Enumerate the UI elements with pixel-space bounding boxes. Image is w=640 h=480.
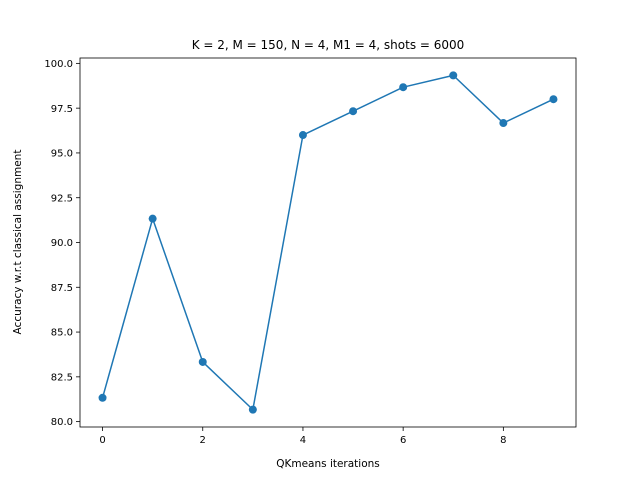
y-tick-label: 92.5 xyxy=(51,193,73,204)
x-tick-label: 4 xyxy=(300,435,306,446)
y-tick-label: 97.5 xyxy=(51,104,73,115)
x-tick-label: 0 xyxy=(99,435,105,446)
y-tick-label: 85.0 xyxy=(51,328,73,339)
y-tick-label: 90.0 xyxy=(51,238,73,249)
y-tick-label: 82.5 xyxy=(51,372,73,383)
data-point xyxy=(248,405,257,414)
data-point xyxy=(449,71,458,80)
data-point xyxy=(399,83,408,92)
axes-frame xyxy=(79,57,577,428)
y-tick-label: 87.5 xyxy=(51,283,73,294)
x-tick-label: 2 xyxy=(200,435,206,446)
x-tick-label: 6 xyxy=(400,435,406,446)
data-point xyxy=(349,107,358,116)
series-line xyxy=(101,74,554,411)
y-tick-label: 100.0 xyxy=(44,59,73,70)
chart-title: K = 2, M = 150, N = 4, M1 = 4, shots = 6… xyxy=(192,38,465,52)
y-axis-label: Accuracy w.r.t classical assignment xyxy=(12,150,24,335)
y-tick-label: 95.0 xyxy=(51,149,73,160)
data-point xyxy=(298,131,307,140)
y-tick-label: 80.0 xyxy=(51,417,73,428)
data-point xyxy=(198,357,207,366)
data-point xyxy=(549,95,558,104)
x-tick-label: 8 xyxy=(500,435,506,446)
data-point xyxy=(148,214,157,223)
data-point xyxy=(98,393,107,402)
data-point xyxy=(499,119,508,128)
x-axis-label: QKmeans iterations xyxy=(276,458,380,470)
plot-area: 0 2 4 6 8 80.0 82.5 85.0 87.5 90.0 92.5 95.0 97.5 100… xyxy=(44,57,577,446)
